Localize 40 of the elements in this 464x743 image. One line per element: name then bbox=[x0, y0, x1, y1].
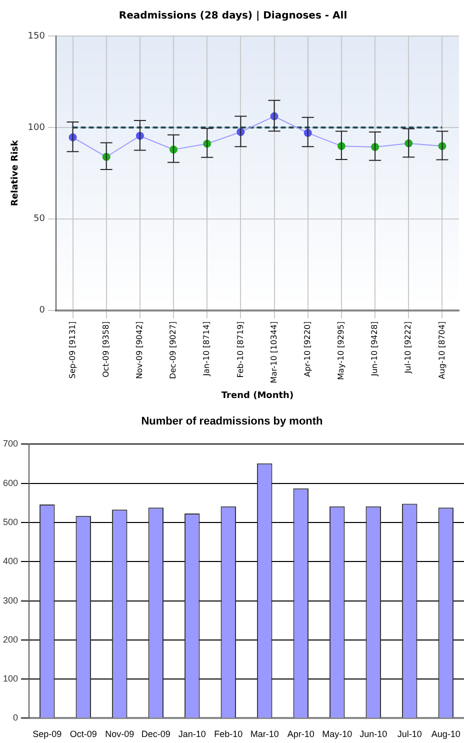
x-tick-label: Mar-10 bbox=[250, 729, 279, 740]
x-tick-label: Oct-09 [9358] bbox=[101, 321, 110, 378]
x-tick-label: Apr-10 bbox=[287, 729, 314, 740]
x-tick-label: Jul-10 bbox=[397, 729, 422, 740]
x-tick-label: May-10 [9295] bbox=[336, 321, 346, 380]
x-tick-label: Apr-10 [9220] bbox=[302, 321, 312, 377]
x-tick-label: Jun-10 bbox=[360, 729, 388, 740]
x-tick-label: Feb-10 [8719] bbox=[236, 321, 245, 378]
y-tick-label: 200 bbox=[2, 634, 18, 644]
y-axis-title: Relative Risk bbox=[10, 139, 21, 206]
y-tick-label: 300 bbox=[2, 595, 18, 606]
y-tick-label: 100 bbox=[28, 122, 46, 133]
x-tick-label: Sep-09 bbox=[32, 729, 62, 740]
x-tick-label: Aug-10 [8704] bbox=[437, 321, 446, 380]
chart-title: Readmissions (28 days) | Diagnoses - All bbox=[118, 10, 348, 22]
y-tick-label: 0 bbox=[39, 306, 46, 316]
x-tick-label: Dec-09 [9027] bbox=[168, 321, 178, 380]
chart-title: Number of readmissions by month bbox=[141, 416, 324, 428]
x-tick-label: May-10 bbox=[322, 729, 352, 740]
x-tick-label: Jun-10 [9428] bbox=[370, 321, 380, 378]
x-tick-label: Oct-09 bbox=[70, 729, 97, 740]
x-tick-label: Nov-09 [9042] bbox=[135, 321, 144, 379]
x-axis-title: Trend (Month) bbox=[221, 390, 294, 401]
y-tick-label: 700 bbox=[2, 438, 18, 449]
x-tick-label: Dec-09 bbox=[141, 729, 170, 740]
x-tick-label: Jan-10 bbox=[178, 729, 206, 740]
y-tick-label: 600 bbox=[2, 478, 18, 488]
x-tick-label: Feb-10 bbox=[214, 729, 243, 740]
x-tick-label: Jan-10 [8714] bbox=[202, 321, 212, 377]
y-tick-label: 400 bbox=[2, 556, 18, 566]
x-tick-label: Sep-09 [9131] bbox=[68, 321, 77, 379]
y-tick-label: 150 bbox=[28, 31, 46, 42]
x-tick-label: Aug-10 bbox=[431, 729, 460, 740]
x-tick-label: Jul-10 [9222] bbox=[404, 321, 413, 374]
y-tick-label: 500 bbox=[2, 516, 18, 527]
y-tick-label: 100 bbox=[2, 674, 18, 684]
x-tick-label: Mar-10 [10344] bbox=[269, 321, 278, 384]
x-tick-label: Nov-09 bbox=[105, 729, 134, 740]
y-tick-label: 0 bbox=[13, 712, 18, 723]
y-tick-label: 50 bbox=[34, 214, 46, 224]
